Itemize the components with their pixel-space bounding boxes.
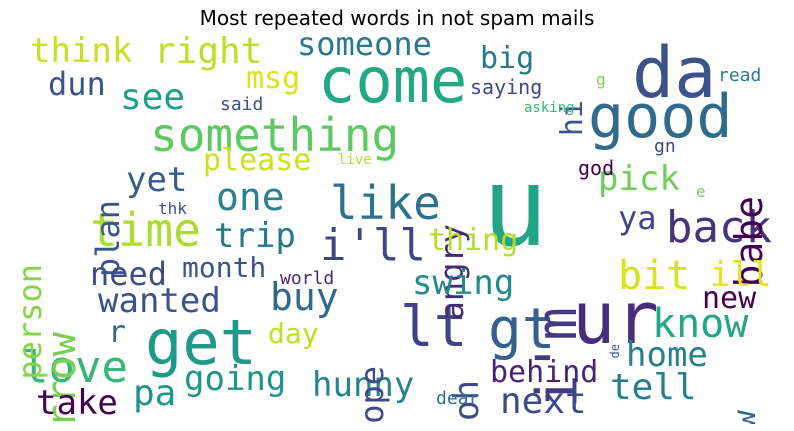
word-home: home [626,335,708,375]
word-ya: ya [618,199,657,237]
word-going: going [184,359,287,399]
word-r: r [108,315,127,350]
word-please: please [203,143,312,178]
word-big: big [480,41,535,76]
word-know: know [652,301,749,347]
word-yet: yet [126,160,188,200]
word-good: good [588,82,733,152]
word-swing: swing [412,263,515,303]
word-gt: gt [488,297,556,362]
word-dun: dun [48,65,106,103]
word-cloud: u da come ur get good something time lt gt i'm i'll… [12,32,782,424]
word-behind: behind [490,355,599,390]
word-gn: gn [654,136,676,157]
word-e: e [696,182,706,201]
word-hunny: hunny [312,365,415,405]
word-get: get [145,306,257,379]
word-day: day [268,317,319,350]
chart-title: Most repeated words in not spam mails [199,6,595,30]
word-ur: ur [572,276,659,360]
word-asking: asking [524,100,575,116]
word-back: back [666,202,772,253]
word-love: love [22,342,128,393]
word-ill: i'll [320,220,426,271]
word-da: da [632,32,717,114]
word-next: next [500,381,587,422]
word-pick: pick [598,159,680,199]
word-thk: thk [158,199,187,218]
word-like: like [330,176,441,230]
word-wanted: wanted [98,281,221,321]
word-bit: bit [618,253,691,299]
word-saying: saying [470,75,543,99]
word-said: said [220,94,264,115]
word-msg: msg [246,61,301,96]
word-u: u [482,143,549,271]
word-trip: trip [214,216,296,256]
word-need: need [90,255,168,293]
word-ill: ill [710,255,772,295]
word-new: new [702,281,757,316]
word-thing: thing [428,223,519,258]
word-tell: tell [610,367,697,408]
word-come: come [318,44,468,117]
word-someone: someone [297,32,432,63]
word-something: something [150,108,400,162]
word-row: row [725,410,763,424]
word-right: right [154,32,263,72]
word-lt: lt [400,295,468,360]
word-take: take [36,383,118,423]
word-world: world [280,268,335,289]
word-think: think [30,32,133,71]
word-time: time [90,203,201,257]
word-dear: dear [436,388,480,409]
word-buy: buy [270,275,339,319]
word-month: month [182,251,267,284]
word-live: live [338,152,372,168]
word-read: read [718,65,762,86]
word-g: g [596,70,606,89]
word-de: de [608,344,622,359]
word-god: god [578,156,615,180]
word-pa: pa [133,373,177,414]
word-see: see [120,77,186,118]
word-person: person [12,264,49,380]
word-one: one [216,175,285,219]
word-hope: hope [353,366,391,424]
